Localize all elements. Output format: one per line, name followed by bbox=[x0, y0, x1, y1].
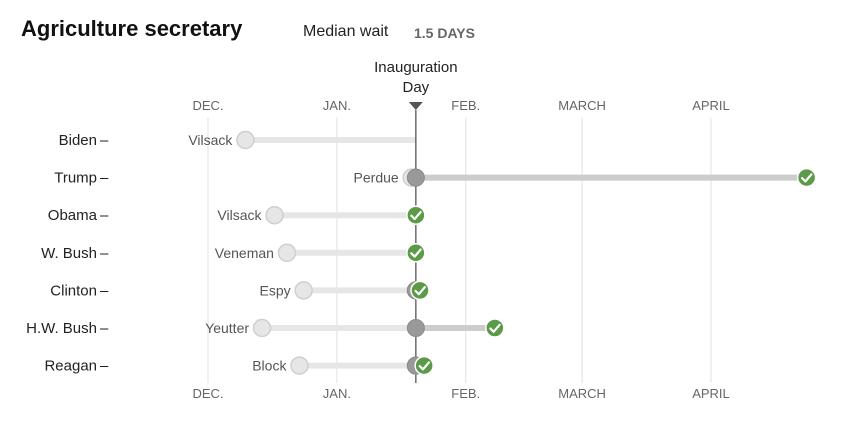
announcement-dot bbox=[277, 243, 297, 263]
nominee-label: Veneman bbox=[215, 245, 274, 261]
inauguration-day-label: Day bbox=[403, 79, 430, 96]
inauguration-dot bbox=[406, 168, 425, 187]
president-dash: – bbox=[100, 282, 109, 299]
confirmed-check-icon bbox=[796, 167, 817, 188]
president-dash: – bbox=[100, 132, 109, 149]
tick-label-top: FEB. bbox=[451, 98, 480, 113]
nominee-label: Yeutter bbox=[205, 320, 249, 336]
announcement-dot bbox=[265, 205, 284, 225]
nominee-label: Vilsack bbox=[217, 207, 262, 223]
tick-label-bottom: JAN. bbox=[323, 386, 351, 401]
bars bbox=[245, 137, 807, 369]
nominee-label: Espy bbox=[259, 282, 290, 298]
president-label: Reagan bbox=[44, 358, 97, 375]
confirmed-check-icon bbox=[414, 355, 434, 376]
inauguration-day-label: Inauguration bbox=[374, 59, 457, 76]
tick-label-top: APRIL bbox=[692, 98, 730, 113]
president-label: Biden bbox=[59, 132, 97, 149]
announcement-dot bbox=[290, 356, 309, 375]
president-dash: – bbox=[100, 320, 109, 337]
chart-header: Agriculture secretary Median wait 1.5 DA… bbox=[0, 0, 841, 56]
confirmed-check-icon bbox=[410, 280, 430, 301]
axis-ticks-top: DEC. JAN. FEB. MARCH APRIL bbox=[192, 98, 729, 113]
tick-label-top: MARCH bbox=[558, 98, 606, 113]
confirmed-check-icon bbox=[485, 318, 505, 338]
tick-label-bottom: MARCH bbox=[558, 386, 606, 401]
announcement-dot bbox=[236, 130, 255, 150]
president-dash: – bbox=[100, 207, 109, 224]
inauguration-arrow-icon bbox=[408, 102, 423, 110]
president-label: Obama bbox=[48, 207, 98, 224]
confirmed-check-icon bbox=[406, 205, 426, 225]
nominee-label: Block bbox=[252, 358, 287, 374]
confirmed-check-icon bbox=[406, 243, 426, 263]
president-dash: – bbox=[100, 245, 109, 262]
median-wait-value: 1.5 DAYS bbox=[414, 25, 475, 41]
nominee-label: Vilsack bbox=[188, 132, 233, 148]
markers bbox=[236, 130, 817, 376]
announcement-dot bbox=[294, 281, 313, 300]
president-label: H.W. Bush bbox=[26, 320, 97, 337]
president-label: Clinton bbox=[50, 282, 97, 299]
axis-ticks-bottom: DEC. JAN. FEB. MARCH APRIL bbox=[192, 386, 729, 401]
nominee-label: Perdue bbox=[354, 170, 399, 186]
median-wait-label: Median wait bbox=[303, 23, 389, 40]
chart-title: Agriculture secretary bbox=[21, 16, 243, 41]
president-label: Trump bbox=[54, 170, 97, 187]
tick-label-top: DEC. bbox=[192, 98, 223, 113]
tick-label-bottom: DEC. bbox=[192, 386, 223, 401]
president-dash: – bbox=[100, 358, 109, 375]
president-label: W. Bush bbox=[41, 245, 97, 262]
tick-label-bottom: APRIL bbox=[692, 386, 730, 401]
inauguration-dot bbox=[406, 319, 425, 337]
announcement-dot bbox=[252, 318, 272, 338]
president-dash: – bbox=[100, 170, 109, 187]
tick-label-top: JAN. bbox=[323, 98, 351, 113]
tick-label-bottom: FEB. bbox=[451, 386, 480, 401]
